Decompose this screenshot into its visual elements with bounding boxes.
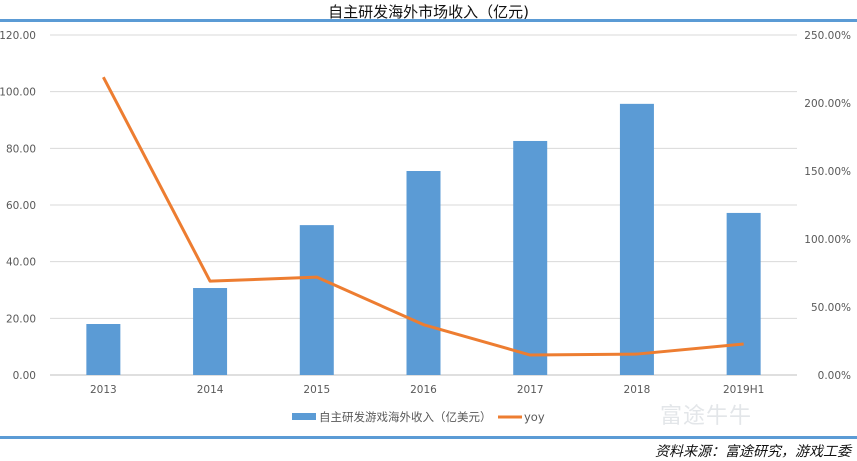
source-note: 资料来源：富途研究，游戏工委 (655, 441, 851, 461)
bar-2018 (620, 104, 654, 375)
bar-2016 (407, 171, 441, 375)
x-tick-label: 2015 (303, 384, 330, 396)
bar-2013 (86, 324, 120, 375)
right-tick-label: 200.00% (804, 98, 851, 110)
x-tick-label: 2018 (624, 384, 651, 396)
bar-2017 (513, 141, 547, 375)
watermark-logo: 富途牛牛 (660, 398, 752, 430)
legend-label-line: yoy (524, 410, 545, 424)
bar-2014 (193, 288, 227, 375)
bar-2019H1 (727, 213, 761, 375)
left-tick-label: 120.00 (0, 30, 36, 42)
left-tick-label: 100.00 (0, 87, 36, 99)
left-tick-label: 0.00 (13, 370, 36, 382)
right-tick-label: 250.00% (804, 30, 851, 42)
x-tick-label: 2013 (90, 384, 117, 396)
watermark-text: 富途牛牛 (660, 404, 752, 429)
right-tick-label: 0.00% (818, 370, 851, 382)
left-tick-label: 40.00 (6, 257, 36, 269)
x-tick-label: 2016 (410, 384, 437, 396)
footer-divider (0, 436, 857, 439)
left-tick-label: 20.00 (6, 313, 36, 325)
right-tick-label: 50.00% (811, 302, 851, 314)
chart: 0.00 20.00 40.00 60.00 80.00 100.00 120.00 0.00… (0, 0, 857, 436)
legend-swatch-bar (292, 413, 316, 420)
legend-label-bar: 自主研发游戏海外收入（亿美元） (319, 410, 492, 424)
x-tick-label: 2017 (517, 384, 544, 396)
x-tick-label: 2014 (197, 384, 224, 396)
right-tick-label: 100.00% (804, 234, 851, 246)
bar-2015 (300, 225, 334, 375)
x-tick-label: 2019H1 (723, 384, 764, 396)
left-tick-label: 80.00 (6, 143, 36, 155)
right-tick-label: 150.00% (804, 166, 851, 178)
left-tick-label: 60.00 (6, 200, 36, 212)
